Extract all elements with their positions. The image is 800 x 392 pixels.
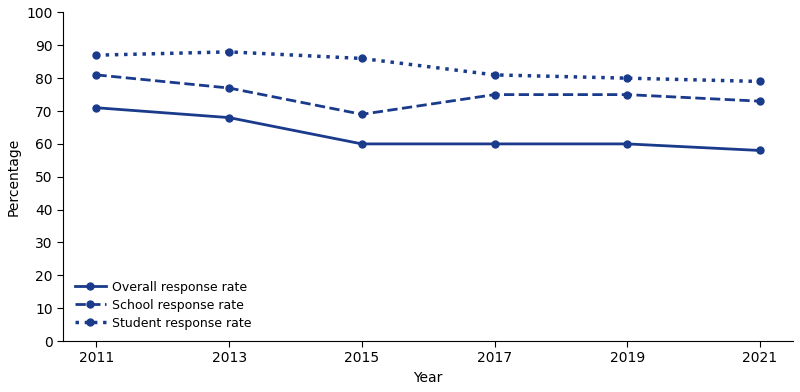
Overall response rate bbox=[490, 142, 499, 146]
Line: Student response rate: Student response rate bbox=[93, 48, 763, 85]
School response rate bbox=[357, 112, 366, 117]
Overall response rate bbox=[755, 148, 765, 153]
Student response rate bbox=[755, 79, 765, 84]
X-axis label: Year: Year bbox=[414, 371, 443, 385]
Line: Overall response rate: Overall response rate bbox=[93, 104, 763, 154]
Overall response rate bbox=[92, 105, 102, 110]
School response rate bbox=[490, 92, 499, 97]
Student response rate bbox=[357, 56, 366, 61]
Legend: Overall response rate, School response rate, Student response rate: Overall response rate, School response r… bbox=[70, 276, 257, 335]
Y-axis label: Percentage: Percentage bbox=[7, 138, 21, 216]
Overall response rate bbox=[622, 142, 632, 146]
School response rate bbox=[224, 86, 234, 91]
Student response rate bbox=[92, 53, 102, 58]
Student response rate bbox=[224, 49, 234, 54]
Overall response rate bbox=[357, 142, 366, 146]
Student response rate bbox=[622, 76, 632, 80]
Overall response rate bbox=[224, 115, 234, 120]
Line: School response rate: School response rate bbox=[93, 71, 763, 118]
School response rate bbox=[755, 99, 765, 103]
School response rate bbox=[92, 73, 102, 77]
Student response rate bbox=[490, 73, 499, 77]
School response rate bbox=[622, 92, 632, 97]
